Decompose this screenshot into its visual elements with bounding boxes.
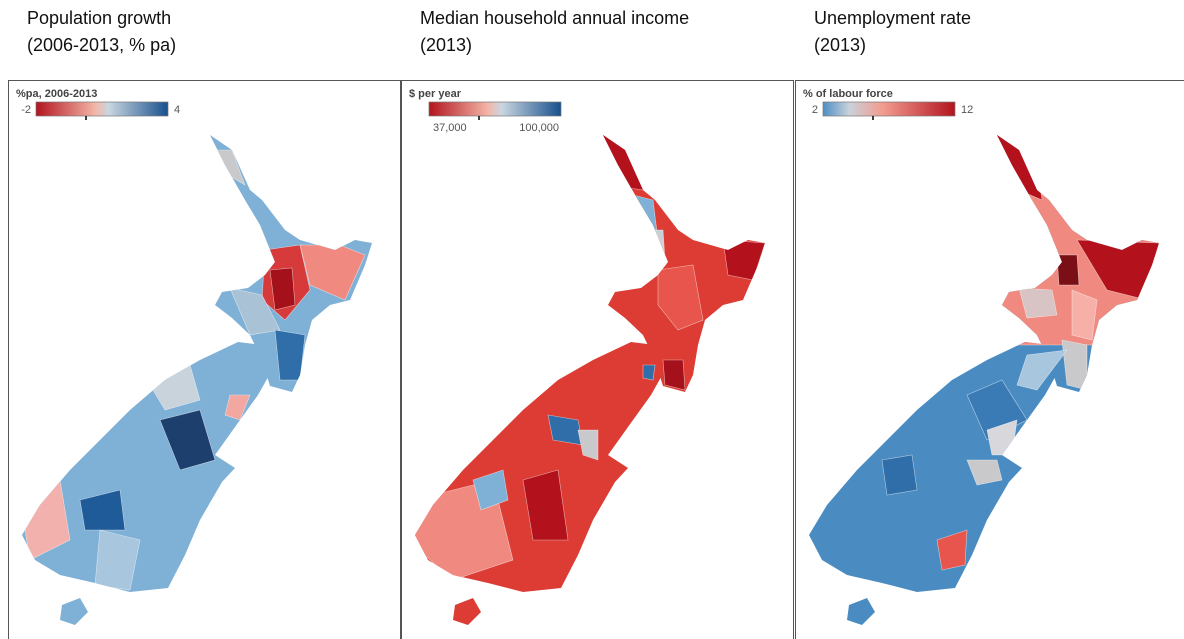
region [966, 459, 1003, 486]
legend-title: % of labour force [803, 88, 893, 100]
legend-max: 4 [174, 104, 180, 116]
legend-max: 100,000 [519, 122, 559, 134]
panel-title: Population growth [27, 8, 171, 28]
legend-max: 12 [961, 104, 973, 116]
region [229, 287, 281, 336]
region [577, 429, 599, 461]
panel-title: Unemployment rate [814, 8, 971, 28]
region [642, 364, 656, 381]
region [79, 489, 126, 531]
region [1016, 349, 1068, 391]
panel-title: Median household annual income [420, 8, 689, 28]
legend-title: $ per year [409, 88, 462, 100]
panel-subtitle: (2006-2013, % pa) [27, 35, 176, 55]
legend-min: 37,000 [433, 122, 467, 134]
region [936, 529, 968, 571]
region [522, 469, 569, 541]
panel-frame [8, 80, 401, 639]
region [657, 264, 704, 331]
region [159, 409, 216, 471]
region [722, 239, 765, 281]
panel-subtitle: (2013) [814, 35, 866, 55]
region [224, 394, 251, 421]
legend-bar [428, 101, 562, 117]
region [274, 329, 306, 381]
legend-min: 2 [812, 104, 818, 116]
panel-frame [401, 80, 794, 639]
panel: Unemployment rate (2013) % of labour force… [795, 8, 1184, 639]
region [881, 454, 918, 496]
region [986, 135, 1043, 201]
region [1056, 254, 1080, 286]
region [592, 135, 644, 191]
region [1071, 289, 1098, 341]
panel: Median household annual income (2013) $ pe… [401, 8, 794, 639]
legend-title: %pa, 2006-2013 [16, 88, 97, 100]
legend-min: -2 [21, 104, 31, 116]
region [269, 267, 296, 311]
panel-subtitle: (2013) [420, 35, 472, 55]
region [472, 469, 509, 511]
region [662, 359, 686, 391]
region [94, 529, 141, 591]
region [1018, 287, 1058, 319]
panel-frame [795, 80, 1184, 639]
region [642, 229, 666, 263]
legend-bar [35, 101, 169, 117]
legend-bar [822, 101, 956, 117]
panel: Population growth (2006-2013, % pa) %pa, 2… [8, 8, 401, 639]
